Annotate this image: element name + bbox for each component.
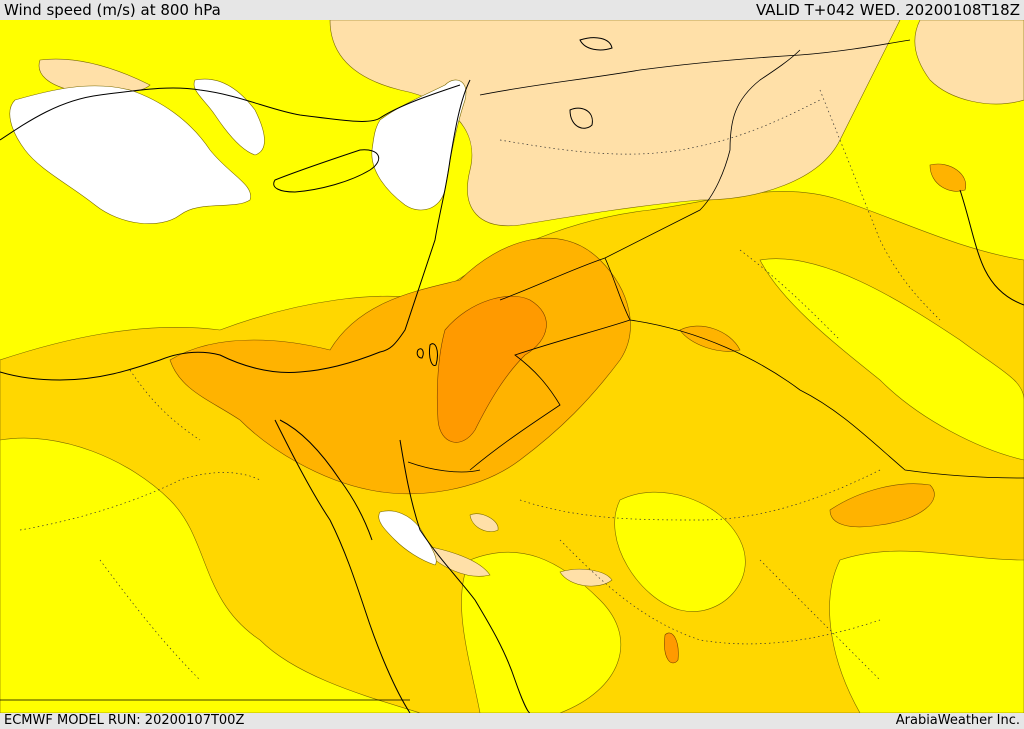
gulf-of-suez [279,419,373,541]
light-wind-zone-gulf-aqaba [419,544,491,577]
red-sea-west-coast [274,419,411,713]
moderate-wind-zone-central [614,491,746,612]
moderate-wind-zone-west-arabia [461,551,622,713]
wind-speed-map [0,20,1024,713]
admin-boundary-arabia-3 [759,559,881,681]
light-wind-zone-north [329,20,901,227]
footer-bar: ECMWF MODEL RUN: 20200107T00Z ArabiaWeat… [0,713,1024,729]
valid-time: VALID T+042 WED. 20200108T18Z [755,1,1020,19]
light-wind-zone-northeast [914,20,1024,105]
admin-boundary-egypt-1 [19,472,261,531]
strong-wind-zone-northeast [929,163,967,192]
credit-label: ArabiaWeather Inc. [895,713,1020,728]
coastlines [0,37,1024,713]
admin-boundary-egypt-3 [129,369,201,441]
admin-boundaries [19,89,941,681]
very-strong-wind-core [436,295,547,443]
header-bar: Wind speed (m/s) at 800 hPa VALID T+042 … [0,0,1024,20]
light-wind-zone-jordan [469,513,499,532]
moderate-wind-zone-southeast [829,550,1024,713]
very-strong-wind-spot [664,632,679,664]
red-sea-east-coast [399,439,531,713]
dead-sea [429,343,438,367]
map-canvas [0,20,1024,713]
lake-urmia [579,37,613,51]
strong-wind-zone-iraq [679,325,741,352]
admin-boundary-iran-1 [819,89,941,321]
cyprus-outline [273,149,380,193]
moderate-wind-zone-east [759,258,1024,461]
model-run-label: ECMWF MODEL RUN: 20200107T00Z [4,713,245,728]
calm-wind-zone-mediterranean [9,85,251,225]
moderate-wind-zone-egypt [0,437,421,713]
levant-coastline [0,79,471,381]
lake-van [569,107,593,129]
jordan-saudi-border [407,461,481,473]
light-wind-zone-arabia [559,568,613,587]
country-borders [0,39,1024,701]
jordan-iraq-border [469,257,631,471]
map-title: Wind speed (m/s) at 800 hPa [4,1,221,19]
saudi-iraq-border [629,319,1024,479]
strong-wind-zone-east [829,483,935,528]
sea-of-galilee [416,348,424,359]
admin-boundary-turkey-1 [499,99,821,155]
calm-wind-zone-anatolia-coast [193,78,265,156]
syria-iraq-border [604,49,801,259]
persian-gulf-coast [959,189,1024,306]
calm-wind-zone-sinai [378,510,437,566]
turkey-border [479,39,911,96]
turkey-south-coast [0,84,461,141]
